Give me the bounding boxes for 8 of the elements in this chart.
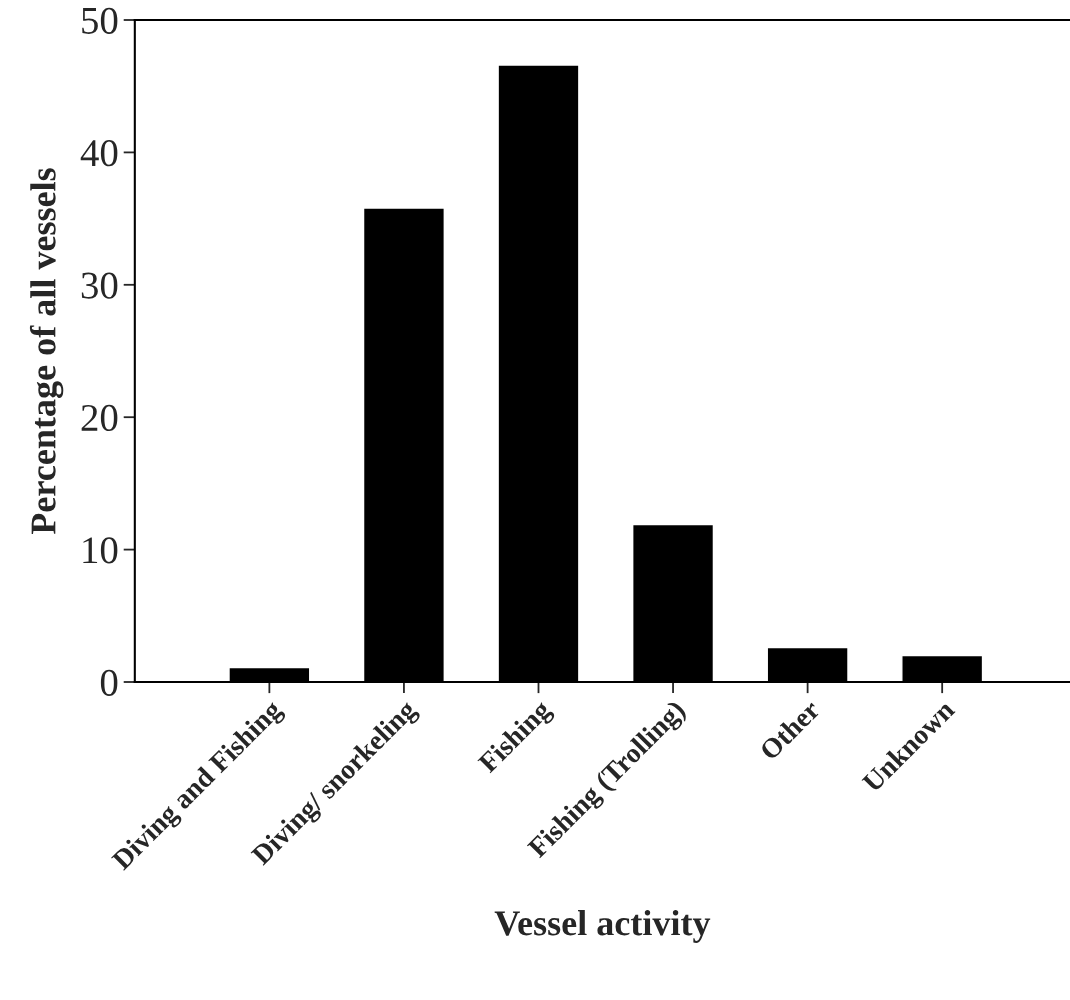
y-tick-label: 40	[80, 140, 118, 167]
y-tick-label: 50	[82, 7, 118, 34]
y-axis-title: Percentage of all vessels	[29, 168, 64, 535]
y-tick-label: 20	[81, 404, 118, 432]
y-tick-label: 30	[81, 272, 118, 299]
y-tick-label: 0	[100, 669, 118, 696]
x-axis-title: Vessel activity	[494, 910, 711, 943]
y-tick-label: 10	[83, 537, 118, 564]
